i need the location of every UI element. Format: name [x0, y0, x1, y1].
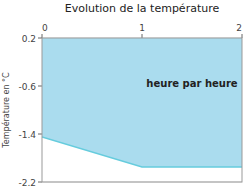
chart-container: Evolution de la température 0.2 -0.6 -1.4 -2… [0, 0, 250, 188]
y-tick-label: -1.4 [18, 130, 36, 140]
x-tick [242, 34, 243, 38]
x-tick-label: 0 [42, 23, 48, 33]
title: Evolution de la température [65, 2, 220, 15]
chart: Evolution de la température 0.2 -0.6 -1.4 -2… [0, 0, 250, 188]
y-axis-label: Température en °C [1, 72, 11, 149]
y-tick [38, 182, 42, 183]
x-tick-label: 2 [236, 23, 242, 33]
x-tick-label: 1 [139, 23, 145, 33]
y-tick [38, 86, 42, 87]
y-tick-label: -2.2 [18, 178, 36, 188]
x-tick [142, 34, 143, 38]
line [42, 137, 242, 167]
x-tick [42, 34, 43, 38]
y-tick [38, 38, 42, 39]
plot-area [42, 38, 242, 167]
y-tick [38, 134, 42, 135]
annotation: heure par heure [146, 78, 237, 89]
y-tick-label: 0.2 [22, 34, 36, 44]
y-tick-label: -0.6 [18, 82, 36, 92]
plot-frame [42, 38, 242, 182]
area [42, 38, 242, 167]
